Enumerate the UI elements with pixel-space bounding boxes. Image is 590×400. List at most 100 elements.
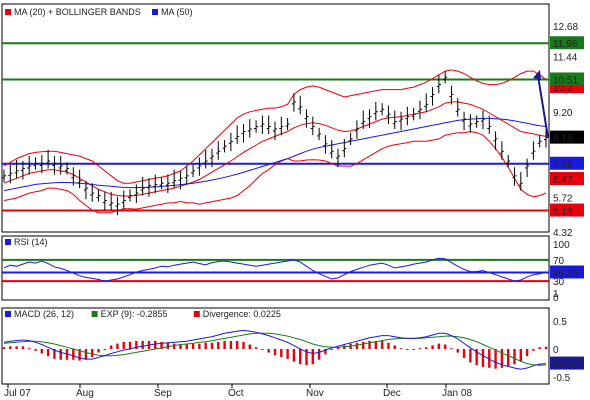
divergence-bar (21, 346, 25, 349)
projection-arrow-head (533, 69, 541, 80)
macd-tick-1: 1 (553, 289, 559, 300)
divergence-bar (374, 340, 378, 349)
divergence-bar (324, 349, 327, 355)
divergence-bar (273, 349, 277, 356)
divergence-bar (362, 341, 365, 349)
ma20-line (3, 101, 547, 197)
divergence-bar (299, 349, 302, 365)
macd-legend-marker-1 (91, 311, 98, 317)
divergence-bar (122, 341, 125, 349)
divergence-bar (2, 347, 6, 349)
divergence-bar (179, 344, 182, 349)
legend-marker-1 (152, 9, 158, 15)
divergence-bar (387, 342, 390, 349)
rsi-value-label: 46.26 (553, 268, 578, 279)
divergence-bar (292, 349, 296, 362)
divergence-bar (506, 349, 510, 367)
divergence-bar (198, 343, 201, 349)
legend-marker-0 (5, 9, 11, 15)
divergence-bar (519, 349, 522, 362)
divergence-bar (330, 349, 333, 350)
divergence-bar (431, 345, 434, 349)
divergence-bar (28, 348, 31, 350)
price-tick-11.44: 11.44 (553, 53, 578, 64)
divergence-bar (488, 349, 491, 368)
price-tick-4.32: 4.32 (553, 228, 573, 239)
divergence-bar (223, 340, 226, 349)
divergence-bar (418, 348, 422, 350)
macd-line (3, 329, 547, 370)
x-label-6: Jan 08 (442, 388, 472, 399)
divergence-bar (103, 349, 107, 350)
divergence-bar (443, 344, 447, 349)
divergence-bar (406, 349, 409, 350)
x-label-1: Aug (76, 388, 94, 399)
divergence-bar (34, 349, 37, 351)
divergence-bar (261, 349, 264, 350)
divergence-bar (235, 340, 239, 349)
divergence-bar (538, 347, 541, 349)
ma50-line (3, 117, 547, 192)
macd-legend-label-1: EXP (9): -0.2855 (101, 309, 168, 319)
macd-panel-frame (1, 307, 550, 385)
price-panel-frame (1, 3, 550, 233)
rsi-tick-0: 0 (553, 293, 559, 304)
divergence-bar (425, 347, 428, 349)
price-label-8.15: 8.15 (553, 134, 573, 145)
macd-label-box (550, 356, 584, 370)
divergence-bar (469, 349, 472, 363)
price-label-box-8.15 (550, 130, 584, 144)
divergence-bar (97, 349, 100, 353)
rsi-legend-marker (5, 239, 11, 245)
divergence-bar (204, 342, 207, 349)
legend-label-1: MA (50) (161, 7, 193, 17)
bollinger-lower-line (3, 130, 547, 214)
divergence-bar (78, 349, 81, 361)
rsi-tick-30: 30 (553, 277, 565, 288)
divergence-bar (412, 349, 415, 350)
legend-label-0: MA (20) + BOLLINGER BANDS (14, 7, 141, 17)
divergence-bar (84, 349, 88, 360)
price-label-10.51: 10.51 (553, 75, 578, 86)
divergence-bar (210, 342, 214, 349)
rsi-tick-100: 100 (553, 240, 570, 251)
price-label-box-5.19 (550, 203, 584, 217)
macd-tick--0.5: -0.5 (553, 373, 571, 384)
macd-signal-line (3, 332, 547, 366)
divergence-bar (311, 349, 315, 365)
rsi-tick-70: 70 (553, 256, 565, 267)
divergence-bar (513, 349, 516, 365)
divergence-bar (380, 340, 384, 349)
divergence-bar (160, 341, 163, 349)
divergence-bar (53, 349, 56, 359)
divergence-bar (141, 340, 144, 349)
divergence-bar (229, 340, 233, 349)
price-label-11.98: 11.98 (553, 39, 578, 50)
x-label-3: Oct (228, 388, 244, 399)
divergence-bar (280, 349, 283, 358)
divergence-bar (254, 347, 258, 349)
divergence-bar (525, 349, 529, 357)
divergence-bar (286, 349, 289, 359)
divergence-bar (355, 342, 359, 349)
macd-legend-label-2: Divergence: 0.0225 (203, 309, 281, 319)
macd-legend-marker-0 (5, 311, 11, 317)
divergence-bar (15, 346, 18, 349)
divergence-bar (267, 349, 270, 353)
divergence-bar (91, 349, 94, 358)
divergence-bar (532, 349, 535, 351)
divergence-bar (393, 345, 396, 349)
divergence-bar (494, 349, 497, 369)
divergence-bar (191, 343, 195, 349)
divergence-bar (544, 346, 548, 349)
divergence-bar (40, 349, 44, 354)
divergence-bar (154, 340, 157, 349)
macd-tick-0: 0 (553, 345, 559, 356)
divergence-bar (116, 343, 119, 349)
projection-arrow-line (537, 75, 549, 138)
price-label-5.19: 5.19 (553, 207, 573, 218)
macd-legend-marker-2 (193, 311, 200, 317)
divergence-bar (9, 346, 12, 349)
divergence-bar (166, 342, 170, 349)
